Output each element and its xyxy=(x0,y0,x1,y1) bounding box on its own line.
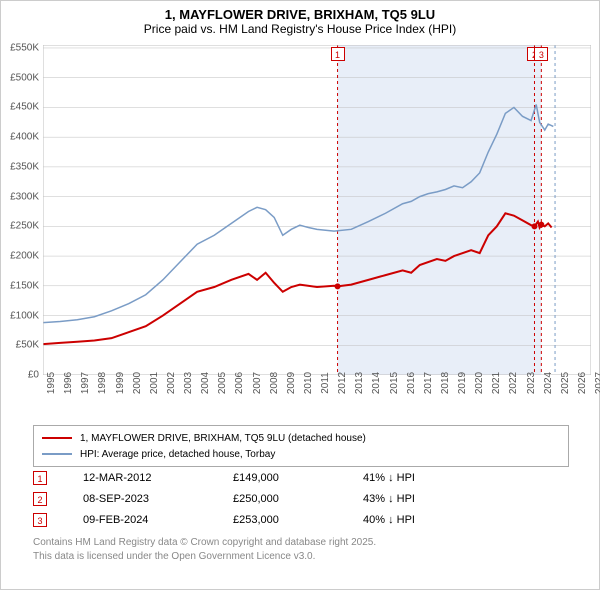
event-pct: 43% ↓ HPI xyxy=(363,493,463,505)
ytick-label: £550K xyxy=(0,42,39,53)
legend: 1, MAYFLOWER DRIVE, BRIXHAM, TQ5 9LU (de… xyxy=(33,425,569,467)
event-date: 09-FEB-2024 xyxy=(83,514,233,526)
xtick-label: 2026 xyxy=(577,372,588,394)
xtick-label: 1996 xyxy=(63,372,74,394)
legend-swatch xyxy=(42,437,72,439)
xtick-label: 2022 xyxy=(508,372,519,394)
xtick-label: 2011 xyxy=(320,372,331,394)
event-row: 1 12-MAR-2012£149,00041% ↓ HPI xyxy=(33,467,569,488)
xtick-label: 1997 xyxy=(80,372,91,394)
event-date: 12-MAR-2012 xyxy=(83,472,233,484)
ytick-label: £400K xyxy=(0,132,39,143)
event-marker: 1 xyxy=(33,471,47,485)
chart-title: 1, MAYFLOWER DRIVE, BRIXHAM, TQ5 9LU xyxy=(1,1,599,22)
chart-marker-1: 1 xyxy=(331,47,345,61)
xtick-label: 2018 xyxy=(440,372,451,394)
xtick-label: 2007 xyxy=(252,372,263,394)
ytick-label: £0 xyxy=(0,370,39,381)
xtick-label: 2001 xyxy=(149,372,160,394)
chart-subtitle: Price paid vs. HM Land Registry's House … xyxy=(1,22,599,40)
event-marker: 3 xyxy=(33,513,47,527)
xtick-label: 2005 xyxy=(217,372,228,394)
legend-label: 1, MAYFLOWER DRIVE, BRIXHAM, TQ5 9LU (de… xyxy=(80,433,366,444)
ytick-label: £200K xyxy=(0,251,39,262)
ytick-label: £100K xyxy=(0,310,39,321)
xtick-label: 2015 xyxy=(389,372,400,394)
footer-line-2: This data is licensed under the Open Gov… xyxy=(33,551,315,562)
chart-svg xyxy=(43,45,591,375)
xtick-label: 2013 xyxy=(354,372,365,394)
xtick-label: 2019 xyxy=(457,372,468,394)
legend-item: HPI: Average price, detached house, Torb… xyxy=(42,446,560,462)
xtick-label: 2002 xyxy=(166,372,177,394)
event-pct: 41% ↓ HPI xyxy=(363,472,463,484)
ytick-label: £150K xyxy=(0,280,39,291)
event-price: £253,000 xyxy=(233,514,363,526)
xtick-label: 2003 xyxy=(183,372,194,394)
xtick-label: 2014 xyxy=(371,372,382,394)
ytick-label: £300K xyxy=(0,191,39,202)
xtick-label: 2012 xyxy=(337,372,348,394)
xtick-label: 1998 xyxy=(97,372,108,394)
event-marker: 2 xyxy=(33,492,47,506)
xtick-label: 2027 xyxy=(594,372,600,394)
event-price: £250,000 xyxy=(233,493,363,505)
chart-area xyxy=(43,45,591,375)
ytick-label: £450K xyxy=(0,102,39,113)
xtick-label: 2004 xyxy=(200,372,211,394)
xtick-label: 1995 xyxy=(46,372,57,394)
legend-label: HPI: Average price, detached house, Torb… xyxy=(80,449,275,460)
event-row: 2 08-SEP-2023£250,00043% ↓ HPI xyxy=(33,488,569,509)
ytick-label: £350K xyxy=(0,161,39,172)
ytick-label: £50K xyxy=(0,340,39,351)
event-date: 08-SEP-2023 xyxy=(83,493,233,505)
legend-item: 1, MAYFLOWER DRIVE, BRIXHAM, TQ5 9LU (de… xyxy=(42,430,560,446)
ytick-label: £500K xyxy=(0,72,39,83)
xtick-label: 2025 xyxy=(560,372,571,394)
event-pct: 40% ↓ HPI xyxy=(363,514,463,526)
xtick-label: 2000 xyxy=(132,372,143,394)
ytick-label: £250K xyxy=(0,221,39,232)
xtick-label: 2016 xyxy=(406,372,417,394)
xtick-label: 2009 xyxy=(286,372,297,394)
chart-container: 1, MAYFLOWER DRIVE, BRIXHAM, TQ5 9LU Pri… xyxy=(0,0,600,590)
xtick-label: 2023 xyxy=(526,372,537,394)
event-row: 3 09-FEB-2024£253,00040% ↓ HPI xyxy=(33,509,569,530)
xtick-label: 2017 xyxy=(423,372,434,394)
xtick-label: 2008 xyxy=(269,372,280,394)
events-table: 1 12-MAR-2012£149,00041% ↓ HPI 2 08-SEP-202… xyxy=(33,467,569,530)
event-price: £149,000 xyxy=(233,472,363,484)
xtick-label: 2010 xyxy=(303,372,314,394)
xtick-label: 1999 xyxy=(115,372,126,394)
xtick-label: 2020 xyxy=(474,372,485,394)
xtick-label: 2006 xyxy=(234,372,245,394)
footer-line-1: Contains HM Land Registry data © Crown c… xyxy=(33,537,376,548)
chart-marker-3: 3 xyxy=(534,47,548,61)
legend-swatch xyxy=(42,453,72,455)
xtick-label: 2024 xyxy=(543,372,554,394)
xtick-label: 2021 xyxy=(491,372,502,394)
